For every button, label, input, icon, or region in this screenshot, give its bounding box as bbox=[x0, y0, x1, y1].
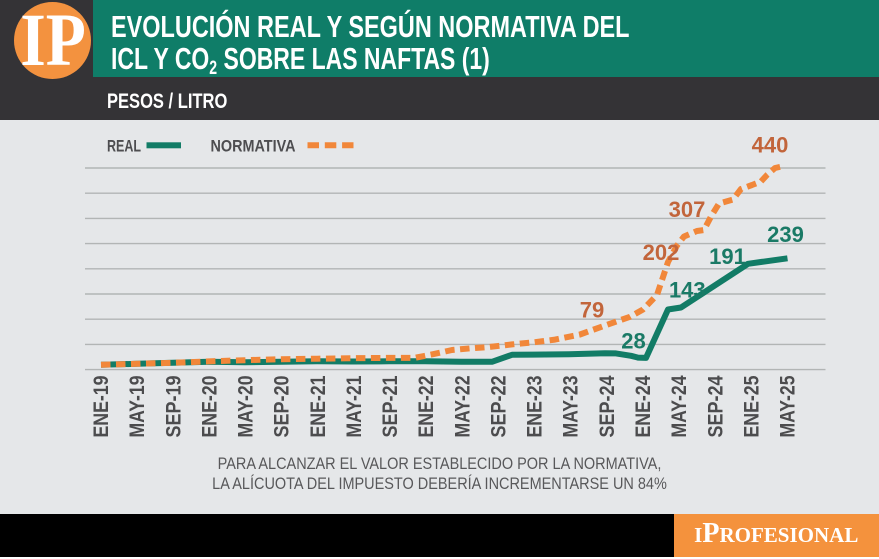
svg-text:SEP-21: SEP-21 bbox=[379, 375, 402, 437]
svg-text:ENE-21: ENE-21 bbox=[307, 375, 330, 437]
svg-text:79: 79 bbox=[580, 298, 604, 323]
svg-text:239: 239 bbox=[767, 222, 804, 247]
svg-text:ENE-20: ENE-20 bbox=[198, 376, 221, 438]
svg-text:MAY-21: MAY-21 bbox=[343, 375, 366, 437]
svg-text:NORMATIVA: NORMATIVA bbox=[211, 137, 296, 156]
svg-text:MAY-23: MAY-23 bbox=[560, 376, 583, 438]
svg-text:MAY-19: MAY-19 bbox=[126, 376, 149, 438]
svg-text:ENE-24: ENE-24 bbox=[632, 375, 655, 437]
svg-text:440: 440 bbox=[752, 132, 789, 157]
svg-text:REAL: REAL bbox=[107, 137, 141, 156]
svg-text:202: 202 bbox=[643, 240, 680, 265]
svg-text:ENE-19: ENE-19 bbox=[90, 376, 113, 438]
svg-text:191: 191 bbox=[709, 244, 746, 269]
svg-text:ENE-23: ENE-23 bbox=[524, 376, 547, 438]
svg-text:ENE-22: ENE-22 bbox=[415, 376, 438, 438]
svg-text:SEP-20: SEP-20 bbox=[271, 376, 294, 438]
svg-text:SEP-24: SEP-24 bbox=[596, 375, 619, 437]
svg-text:SEP-22: SEP-22 bbox=[488, 376, 511, 438]
svg-text:MAY-25: MAY-25 bbox=[777, 375, 800, 437]
svg-text:28: 28 bbox=[621, 329, 645, 354]
svg-text:SEP-24: SEP-24 bbox=[704, 375, 727, 437]
svg-text:MAY-24: MAY-24 bbox=[668, 375, 691, 437]
svg-text:143: 143 bbox=[669, 277, 706, 302]
svg-text:MAY-22: MAY-22 bbox=[451, 376, 474, 438]
svg-text:MAY-20: MAY-20 bbox=[235, 376, 258, 438]
svg-text:307: 307 bbox=[669, 197, 706, 222]
svg-text:SEP-19: SEP-19 bbox=[162, 376, 185, 438]
svg-text:ENE-25: ENE-25 bbox=[740, 375, 763, 437]
